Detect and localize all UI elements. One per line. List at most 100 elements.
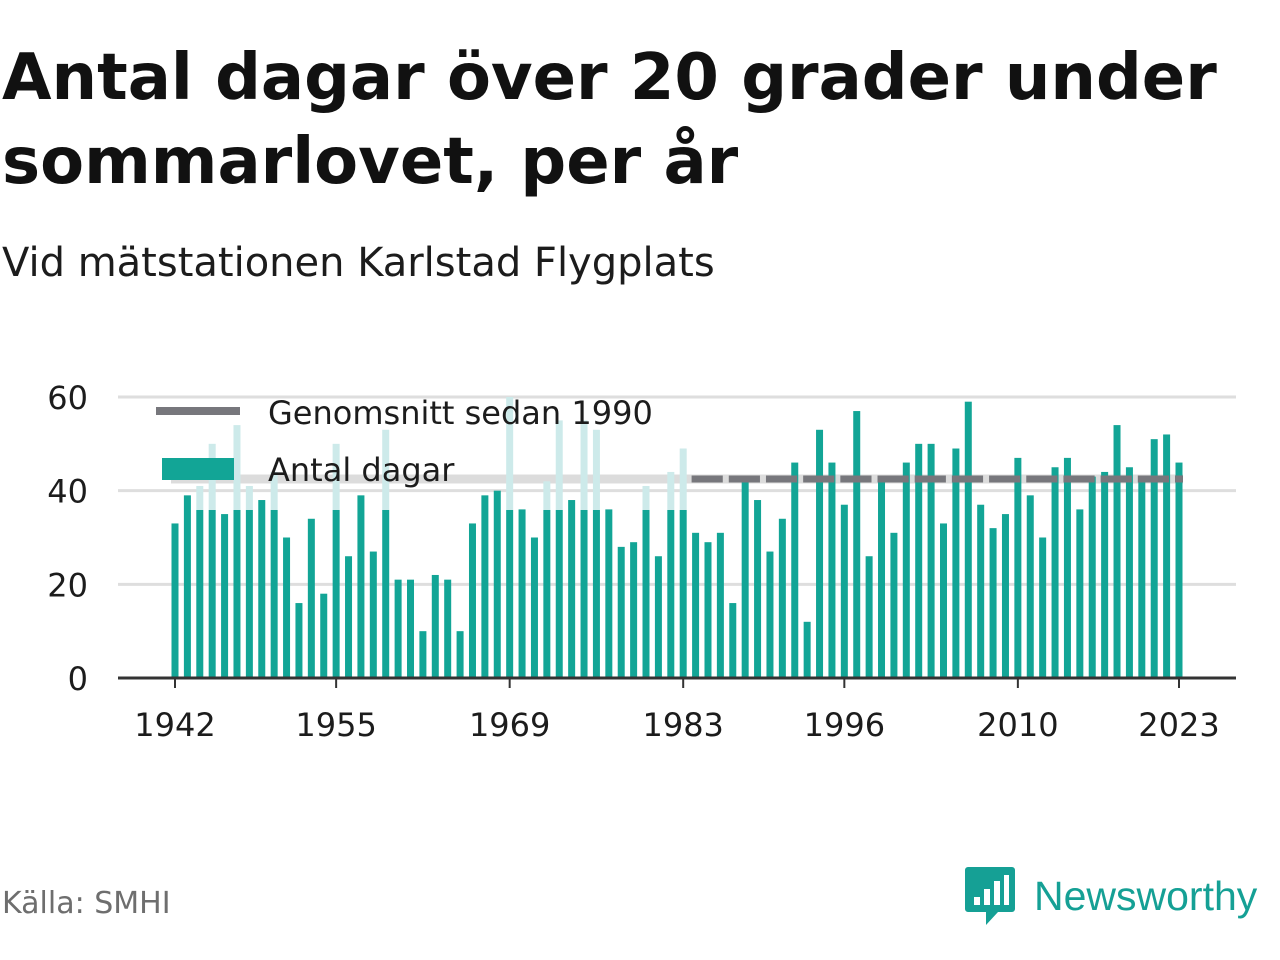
bar-2016 — [1088, 476, 1096, 678]
chart-subtitle: Vid mätstationen Karlstad Flygplats — [2, 240, 715, 286]
bar-solid-part — [654, 556, 662, 678]
bar-1961 — [407, 579, 415, 678]
brand-name: Newsworthy — [1034, 873, 1258, 919]
bar-1995 — [828, 462, 836, 678]
bar-2009 — [1001, 514, 1009, 678]
bar-faded-part — [555, 420, 563, 510]
bar-1976 — [592, 429, 600, 678]
bar-2000 — [890, 532, 898, 678]
bar-2022 — [1163, 434, 1171, 678]
y-axis-ticks: 0 20 40 60 — [47, 379, 88, 698]
bar-1974 — [568, 500, 576, 678]
bar-1947 — [233, 425, 241, 678]
bar-solid-part — [816, 429, 824, 678]
bar-faded-part — [667, 471, 675, 510]
bar-1978 — [617, 546, 625, 678]
bar-solid-part — [407, 579, 415, 678]
bar-faded-part — [382, 429, 390, 510]
bar-faded-part — [580, 420, 588, 510]
newsworthy-logo-icon — [965, 867, 1015, 925]
bar-solid-part — [729, 603, 737, 678]
x-tick-label: 1955 — [295, 706, 376, 744]
bar-solid-part — [1138, 481, 1146, 678]
bar-solid-part — [530, 537, 538, 678]
bar-solid-part — [580, 510, 588, 678]
bar-solid-part — [865, 556, 873, 678]
bar-2011 — [1026, 495, 1034, 678]
y-tick-label: 60 — [47, 379, 88, 417]
bar-faded-part — [506, 397, 514, 510]
bar-solid-part — [803, 621, 811, 678]
bar-solid-part — [1039, 537, 1047, 678]
gridlines — [118, 395, 1236, 586]
bar-solid-part — [617, 546, 625, 678]
bar-solid-part — [667, 510, 675, 678]
bar-2001 — [902, 462, 910, 678]
bar-solid-part — [1001, 514, 1009, 678]
bar-2010 — [1014, 457, 1022, 678]
bar-solid-part — [555, 510, 563, 678]
bar-faded-part — [245, 485, 253, 510]
bar-2007 — [977, 504, 985, 678]
bar-2018 — [1113, 425, 1121, 678]
bar-solid-part — [283, 537, 291, 678]
bar-2017 — [1101, 471, 1109, 678]
bar-1949 — [258, 500, 266, 678]
bar-2006 — [964, 401, 972, 678]
bar-1996 — [840, 504, 848, 678]
legend-label: Antal dagar — [268, 451, 455, 489]
bar-1993 — [803, 621, 811, 678]
bar-faded-part — [196, 485, 204, 510]
bar-1963 — [431, 574, 439, 678]
bar-solid-part — [1113, 425, 1121, 678]
bar-1971 — [530, 537, 538, 678]
bar-solid-part — [1051, 467, 1059, 678]
bar-solid-part — [592, 510, 600, 678]
bar-1943 — [183, 495, 191, 678]
bar-1984 — [692, 532, 700, 678]
bar-solid-part — [183, 495, 191, 678]
bar-faded-part — [679, 448, 687, 510]
chart-title: Antal dagar över 20 grader under sommarl… — [2, 41, 1217, 199]
bar-solid-part — [332, 510, 340, 678]
bar-1946 — [221, 514, 229, 678]
y-tick-label: 40 — [47, 473, 88, 511]
bar-1950 — [270, 471, 278, 678]
legend-label: Genomsnitt sedan 1990 — [268, 394, 653, 432]
bar-2020 — [1138, 481, 1146, 678]
bar-solid-part — [1101, 471, 1109, 678]
bar-solid-part — [741, 481, 749, 678]
x-tick-label: 1942 — [134, 706, 215, 744]
bar-solid-part — [791, 462, 799, 678]
bar-solid-part — [964, 401, 972, 678]
bar-2003 — [927, 443, 935, 678]
bar-solid-part — [196, 510, 204, 678]
bar-solid-part — [419, 631, 427, 678]
bar-solid-part — [208, 510, 216, 678]
bar-1973 — [555, 420, 563, 678]
bar-1980 — [642, 485, 650, 678]
bar-1975 — [580, 420, 588, 678]
bar-1965 — [456, 631, 464, 678]
bar-solid-part — [840, 504, 848, 678]
bar-1951 — [283, 537, 291, 678]
bar-1960 — [394, 579, 402, 678]
bar-solid-part — [692, 532, 700, 678]
brand-logo: Newsworthy — [964, 864, 1257, 928]
bar-solid-part — [853, 411, 861, 678]
bar-solid-part — [1088, 476, 1096, 678]
bar-solid-part — [1150, 439, 1158, 678]
bar-1989 — [754, 500, 762, 678]
bar-1952 — [295, 603, 303, 678]
bar-1985 — [704, 542, 712, 678]
legend-item-bars: Antal dagar — [162, 451, 455, 489]
bar-solid-part — [977, 504, 985, 678]
y-tick-label: 0 — [68, 660, 88, 698]
bar-1953 — [307, 518, 315, 678]
x-axis-ticks: 1942 1955 1969 1983 1996 2010 2023 — [134, 678, 1220, 744]
bar-solid-part — [345, 556, 353, 678]
bar-1986 — [716, 532, 724, 678]
bar-1955 — [332, 443, 340, 678]
bar-solid-part — [295, 603, 303, 678]
bar-1987 — [729, 603, 737, 678]
